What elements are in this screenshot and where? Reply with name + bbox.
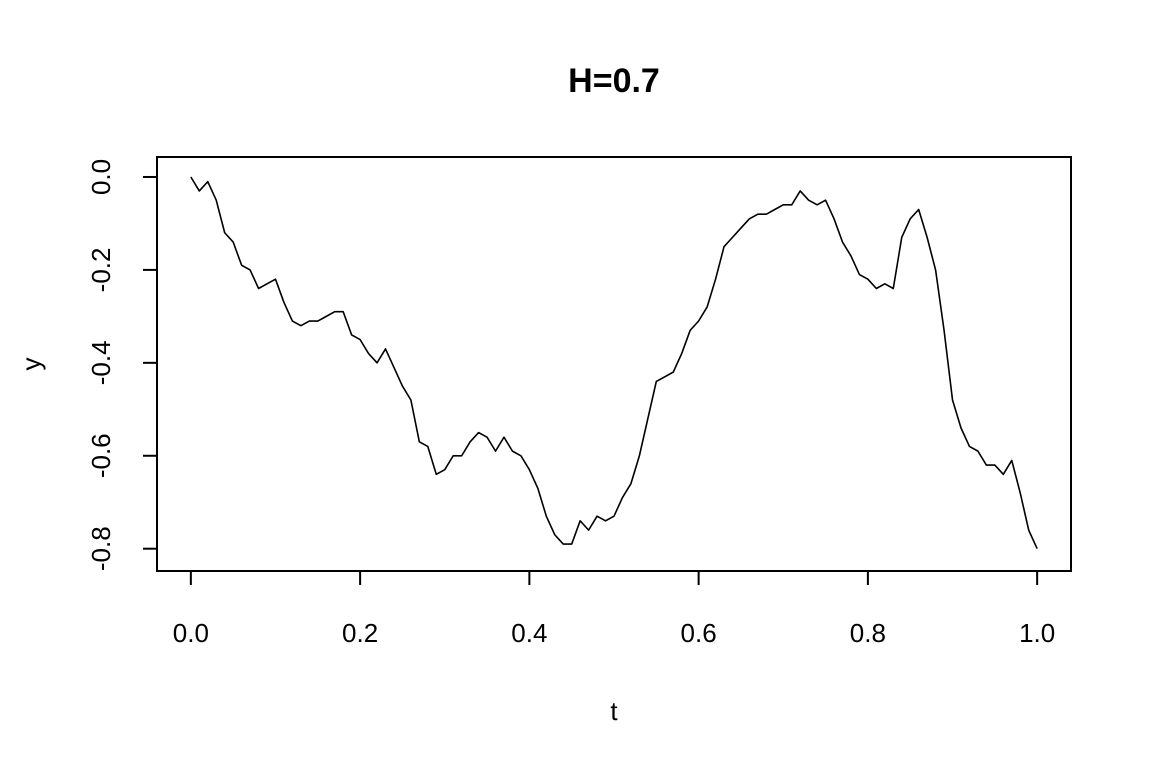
data-line	[190, 176, 1038, 550]
chart-title: H=0.7	[568, 62, 660, 100]
y-tick-label: -0.4	[86, 340, 116, 385]
y-axis-label: y	[16, 358, 46, 371]
x-tick-label: 0.6	[681, 618, 717, 648]
x-tick-label: 0.0	[173, 618, 209, 648]
y-tick-label: 0.0	[86, 159, 116, 195]
y-tick-label: -0.8	[86, 526, 116, 571]
x-tick-label: 0.4	[511, 618, 547, 648]
x-axis-label: t	[610, 696, 618, 726]
x-tick-label: 1.0	[1019, 618, 1055, 648]
y-tick-label: -0.2	[86, 248, 116, 293]
x-tick-label: 0.2	[342, 618, 378, 648]
y-tick-label: -0.6	[86, 433, 116, 478]
x-tick-label: 0.8	[850, 618, 886, 648]
plot-box	[156, 156, 1072, 572]
